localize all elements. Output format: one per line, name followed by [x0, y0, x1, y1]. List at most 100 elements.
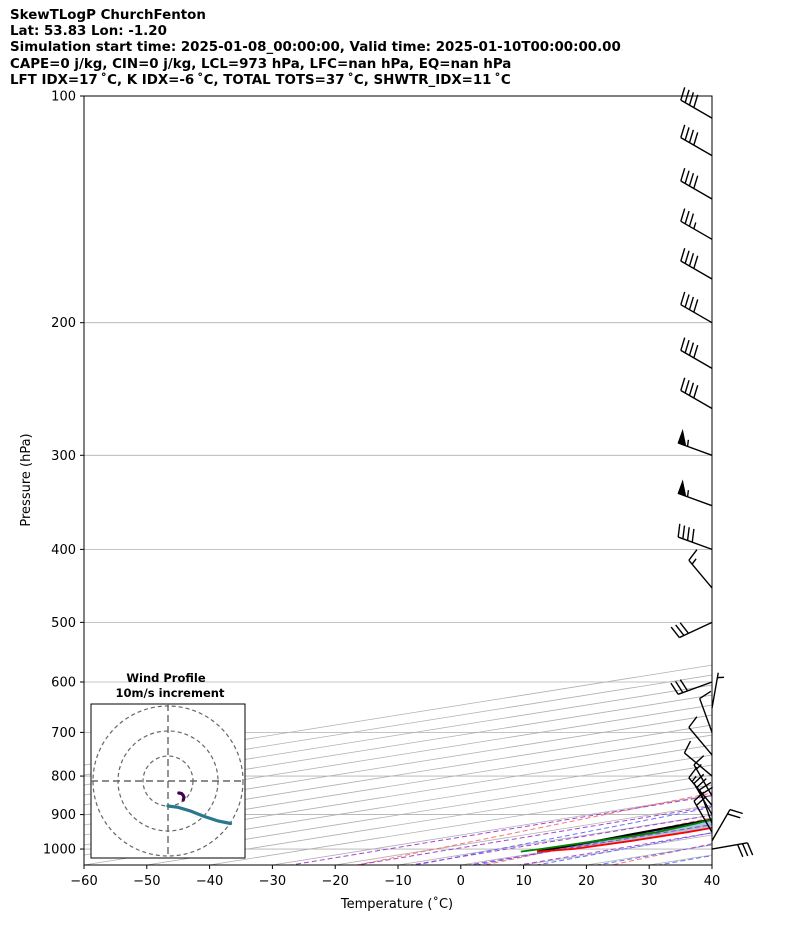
- mixing-ratio-line: [353, 805, 712, 865]
- moist-adiabat: [533, 832, 712, 865]
- isotherm-line: [84, 694, 712, 796]
- moist-adiabats: [413, 83, 794, 869]
- hodograph-trace-upper: [166, 804, 233, 826]
- moist-adiabat: [655, 855, 712, 865]
- wind-barb: [680, 337, 713, 370]
- barb-feather: [680, 167, 686, 182]
- simulation-times: Simulation start time: 2025-01-08_00:00:…: [10, 40, 621, 56]
- wind-barb: [677, 479, 713, 507]
- wind-barb: [711, 808, 743, 842]
- barb-feather: [680, 124, 686, 138]
- barb-feather: [670, 682, 679, 695]
- barb-feather: [693, 132, 699, 146]
- y-tick-label: 600: [51, 675, 76, 690]
- barb-feather: [688, 766, 698, 779]
- barb-feather: [696, 778, 707, 789]
- parcel-profile-line: [536, 818, 712, 853]
- isotherm-line: [395, 814, 712, 865]
- barb-staff: [693, 764, 713, 797]
- barb-staff: [711, 809, 731, 842]
- x-tick-label: −10: [384, 874, 411, 889]
- stability-indices-1: CAPE=0 j/kg, CIN=0 j/kg, LCL=973 hPa, LF…: [10, 56, 512, 72]
- moist-adiabat: [703, 83, 794, 869]
- x-axis: −60 −50 −40 −30 −20 −10 0 10 20 30 40: [70, 865, 720, 889]
- y-tick-label: 400: [51, 543, 76, 558]
- barb-staff: [680, 389, 713, 410]
- wind-barb: [677, 523, 713, 551]
- wind-barb: [680, 377, 713, 410]
- barb-feather: [670, 626, 680, 639]
- barb-feather: [688, 382, 695, 396]
- cape-region: [537, 819, 712, 852]
- y-tick-label: 700: [51, 726, 76, 741]
- wind-barb: [688, 716, 713, 756]
- barb-feather: [686, 527, 690, 541]
- dewpoint-line: [520, 818, 712, 853]
- wind-barb: [693, 773, 713, 815]
- wind-barb: [680, 208, 713, 240]
- wind-barb: [683, 740, 713, 777]
- barb-feather: [736, 844, 744, 858]
- wind-barb: [711, 672, 725, 709]
- barb-staff: [680, 304, 713, 324]
- barb-feather: [684, 339, 690, 354]
- stability-indices-2: LFT IDX=17 ˚C, K IDX=-6 ˚C, TOTAL TOTS=3…: [10, 72, 511, 88]
- barb-staff: [677, 681, 713, 695]
- wind-barb: [670, 621, 713, 639]
- y-tick-label: 1000: [43, 843, 76, 858]
- mixing-ratio-lines: [288, 795, 712, 865]
- barb-feather: [680, 87, 686, 101]
- barb-half-feather: [686, 439, 690, 447]
- barb-feather: [691, 528, 695, 543]
- barb-half-feather: [693, 222, 697, 230]
- mixing-ratio-line: [465, 824, 712, 865]
- x-tick-label: −50: [133, 874, 160, 889]
- barb-feather: [688, 92, 695, 106]
- barb-staff: [683, 752, 713, 777]
- isotherm-line: [84, 724, 712, 826]
- barb-feather: [679, 622, 689, 634]
- barb-half-feather: [691, 558, 697, 565]
- chart-title: SkewTLogP ChurchFenton: [10, 8, 206, 23]
- barb-feather: [688, 129, 695, 143]
- hodograph-trace-lower: [177, 791, 186, 802]
- isotherm-gridlines: [84, 664, 712, 865]
- x-tick-label: 20: [578, 874, 595, 889]
- wind-barb: [670, 679, 713, 695]
- barb-staff: [679, 621, 713, 639]
- y-tick-label: 100: [51, 90, 76, 105]
- barb-staff: [699, 698, 713, 733]
- barb-feather: [729, 808, 743, 815]
- barb-feather: [680, 208, 686, 222]
- isotherm-line: [84, 704, 712, 806]
- barb-feather: [741, 843, 749, 857]
- wind-barb: [680, 167, 713, 200]
- barb-staff: [711, 672, 719, 709]
- x-tick-label: 10: [515, 874, 532, 889]
- barb-feather: [688, 716, 698, 728]
- isotherm-line: [84, 674, 712, 776]
- barb-feather: [684, 210, 690, 225]
- barb-feather: [693, 255, 699, 269]
- wind-barb: [688, 549, 713, 589]
- isotherm-line: [521, 834, 712, 865]
- mixing-ratio-line: [515, 832, 712, 865]
- isotherm-line: [84, 714, 712, 816]
- y-tick-label: 200: [51, 316, 76, 331]
- wind-barb: [688, 766, 713, 806]
- hodograph-subtitle: 10m/s increment: [116, 686, 225, 700]
- mixing-ratio-line: [407, 814, 712, 865]
- barb-feather: [696, 795, 707, 806]
- dry-adiabat: [609, 843, 712, 865]
- x-axis-label: Temperature (˚C): [340, 896, 453, 912]
- barb-staff: [680, 349, 713, 370]
- dry-adiabat: [726, 79, 794, 868]
- isotherm-line: [269, 794, 712, 865]
- barb-feather: [684, 127, 690, 141]
- barb-feather: [701, 786, 713, 796]
- barb-staff: [680, 99, 713, 119]
- barb-feather: [680, 248, 686, 262]
- barb-pennant: [677, 479, 687, 497]
- barb-feather: [727, 813, 741, 819]
- station-coordinates: Lat: 53.83 Lon: -1.20: [10, 24, 167, 40]
